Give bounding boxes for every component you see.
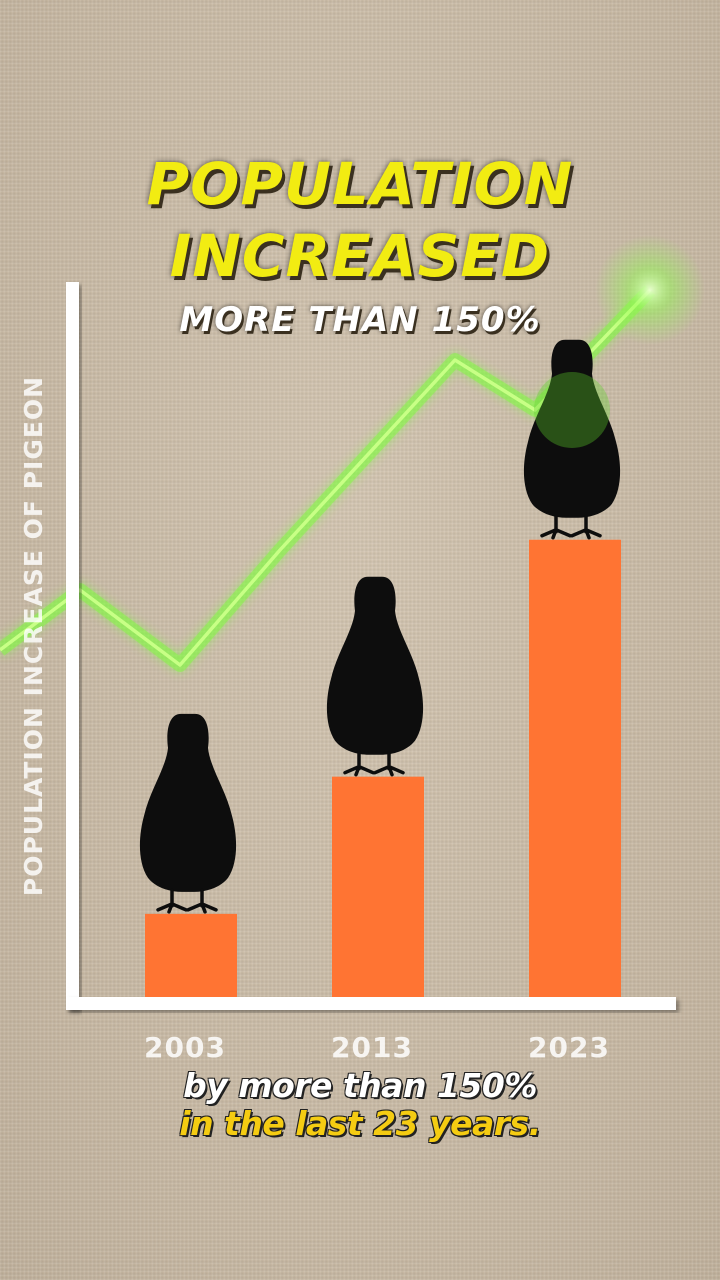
headline-line-2: INCREASED <box>169 222 551 290</box>
caption-line-1: by more than 150% <box>183 1066 537 1105</box>
x-tick-label-2003: 2003 <box>144 1031 226 1064</box>
trend-line <box>0 235 705 672</box>
x-tick-label-2023: 2023 <box>528 1031 610 1064</box>
trend-line-flare <box>595 235 705 345</box>
headline-line-1: POPULATION <box>146 150 574 218</box>
subheadline: MORE THAN 150% <box>179 300 541 340</box>
pigeon-icon <box>326 576 424 777</box>
x-tick-label-2013: 2013 <box>331 1031 413 1064</box>
caption-line-2: in the last 23 years. <box>179 1104 541 1143</box>
bar-2013 <box>332 776 424 997</box>
pigeon-icon <box>523 339 621 540</box>
trend-glow-overlay <box>534 372 610 448</box>
x-axis-line <box>66 997 676 1010</box>
y-axis-label: POPULATION INCREASE OF PIGEON <box>19 375 48 897</box>
y-axis-line <box>66 282 79 1010</box>
bar-2003 <box>145 913 237 997</box>
bar-2023 <box>529 539 621 997</box>
pigeon-icon <box>139 713 237 914</box>
trend-line-core <box>0 288 652 667</box>
